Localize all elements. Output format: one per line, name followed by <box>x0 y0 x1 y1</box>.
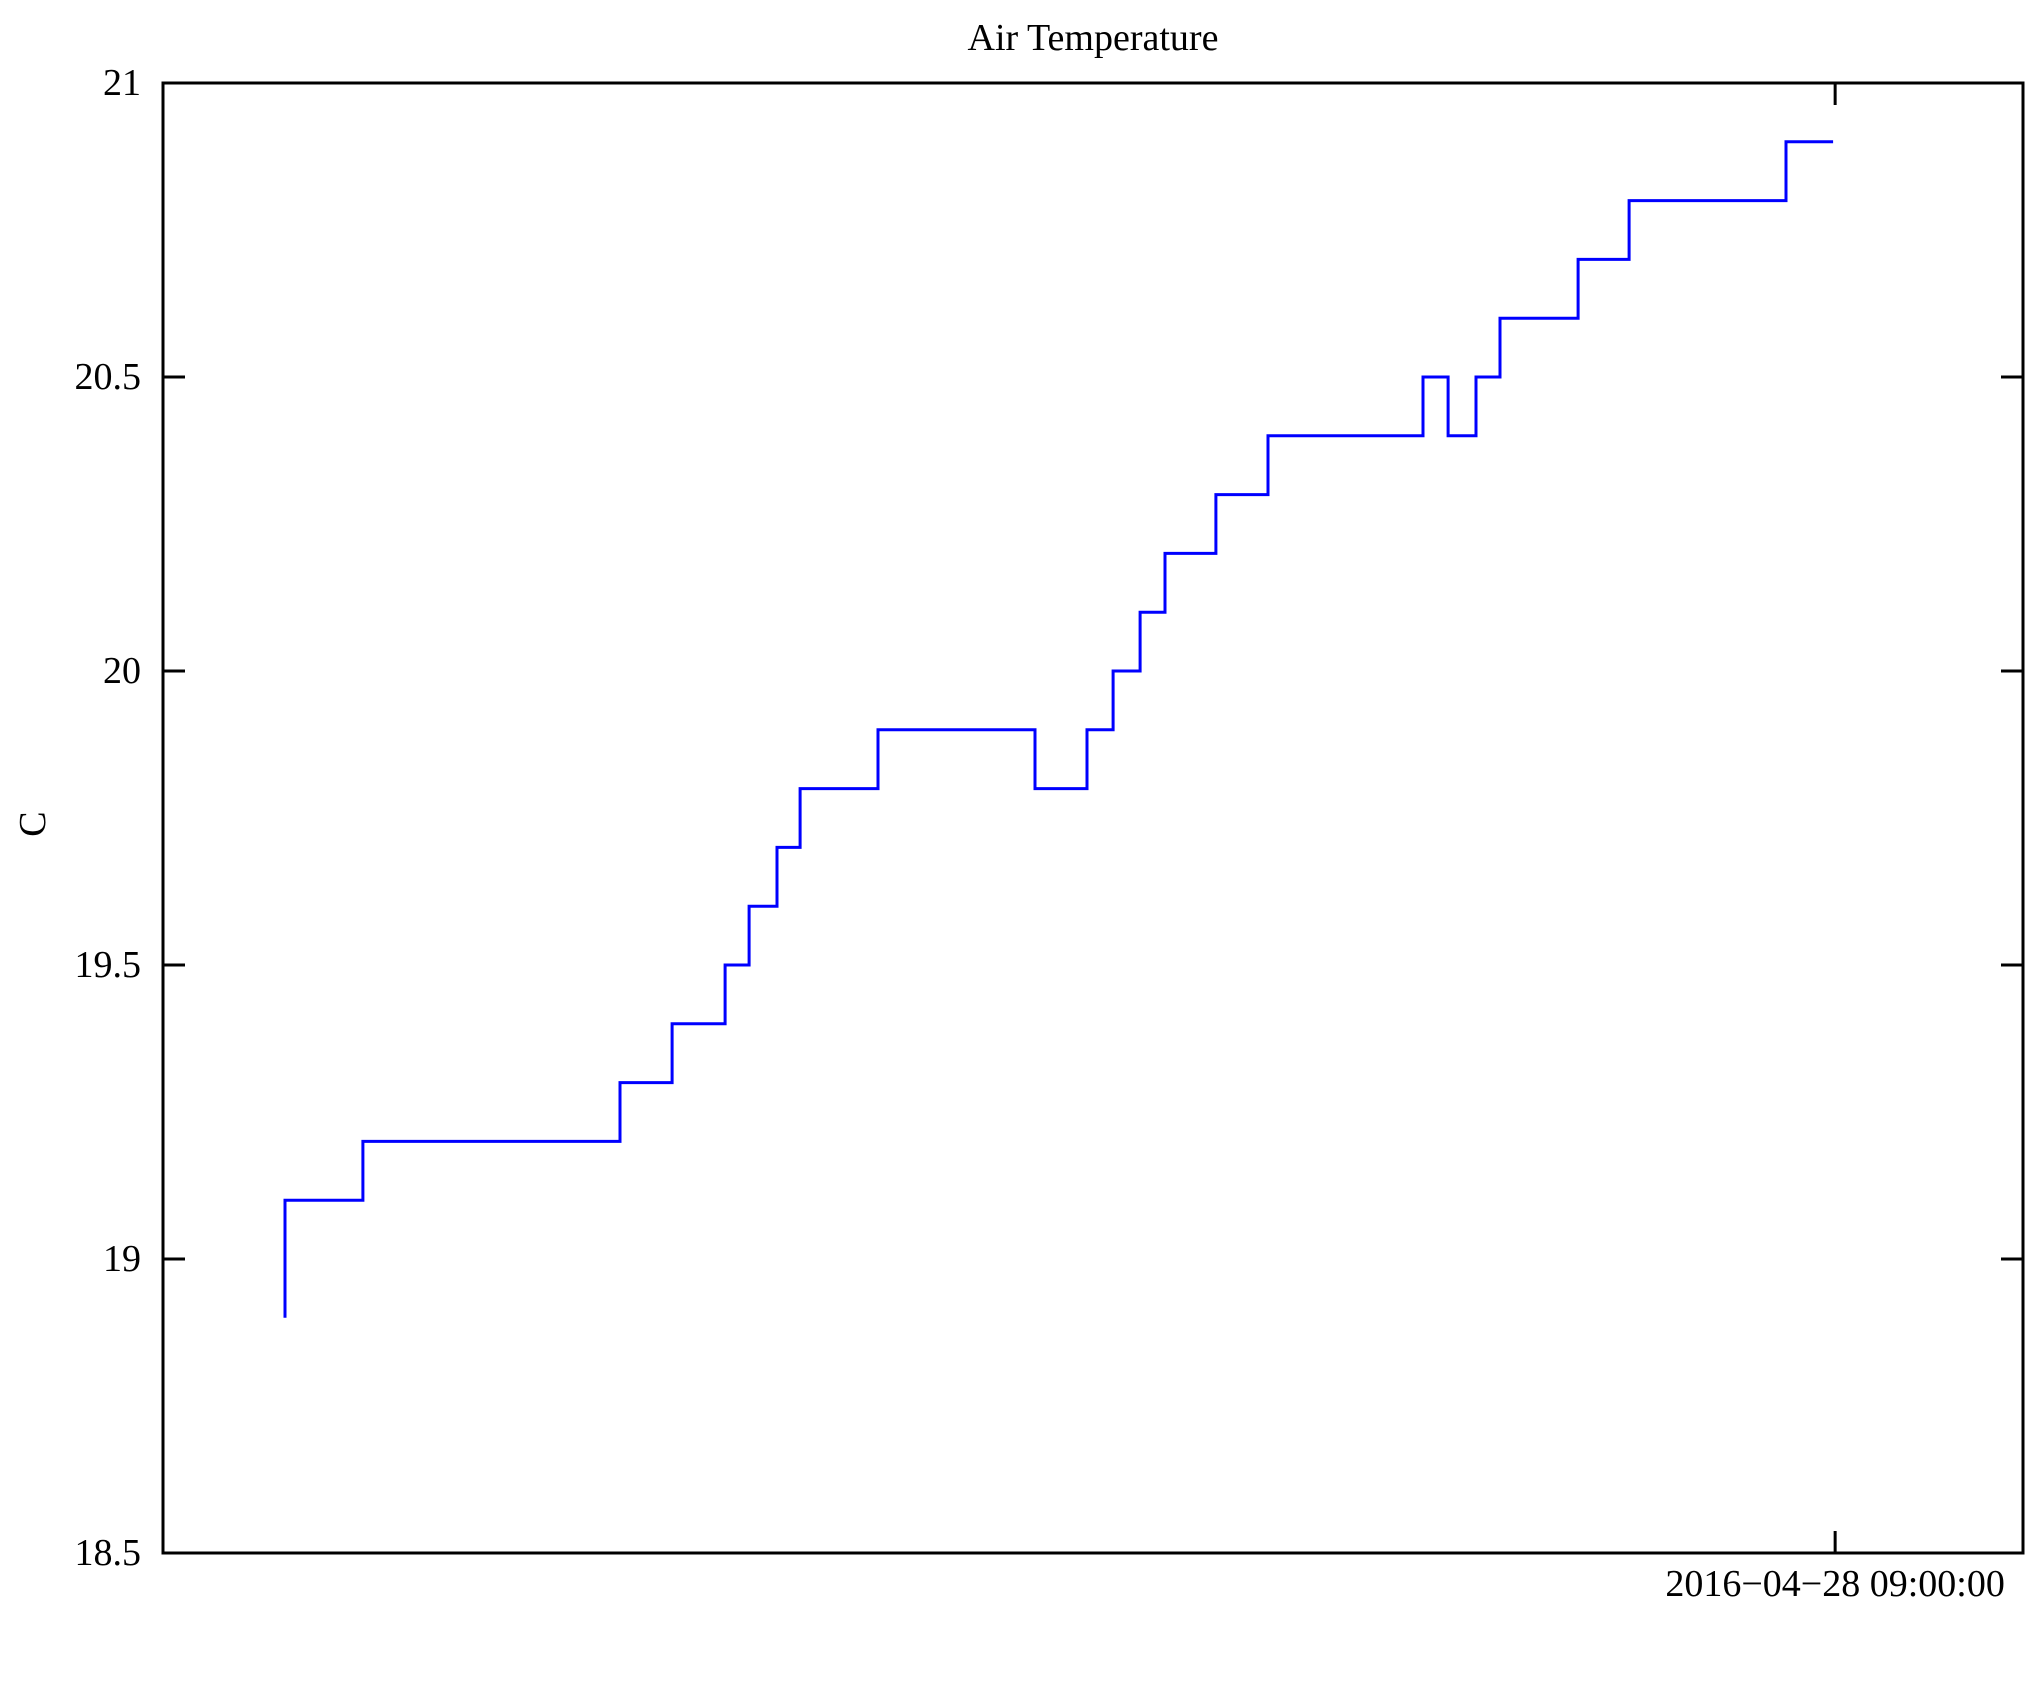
chart-title: Air Temperature <box>967 17 1219 59</box>
y-tick-label-20: 20 <box>103 650 141 692</box>
y-tick-label-19: 19 <box>103 1238 141 1280</box>
x-tick-label-datetime: 2016−04−28 09:00:00 <box>1665 1563 2005 1605</box>
y-axis-label: C <box>12 811 54 837</box>
plot-border <box>161 81 2025 1555</box>
y-tick-label-18-5: 18.5 <box>74 1532 142 1574</box>
temperature-step-line <box>283 140 1834 1318</box>
y-tick-label-19-5: 19.5 <box>74 944 142 986</box>
y-tick-label-21: 21 <box>103 62 141 104</box>
y-tick-label-20-5: 20.5 <box>74 356 142 398</box>
